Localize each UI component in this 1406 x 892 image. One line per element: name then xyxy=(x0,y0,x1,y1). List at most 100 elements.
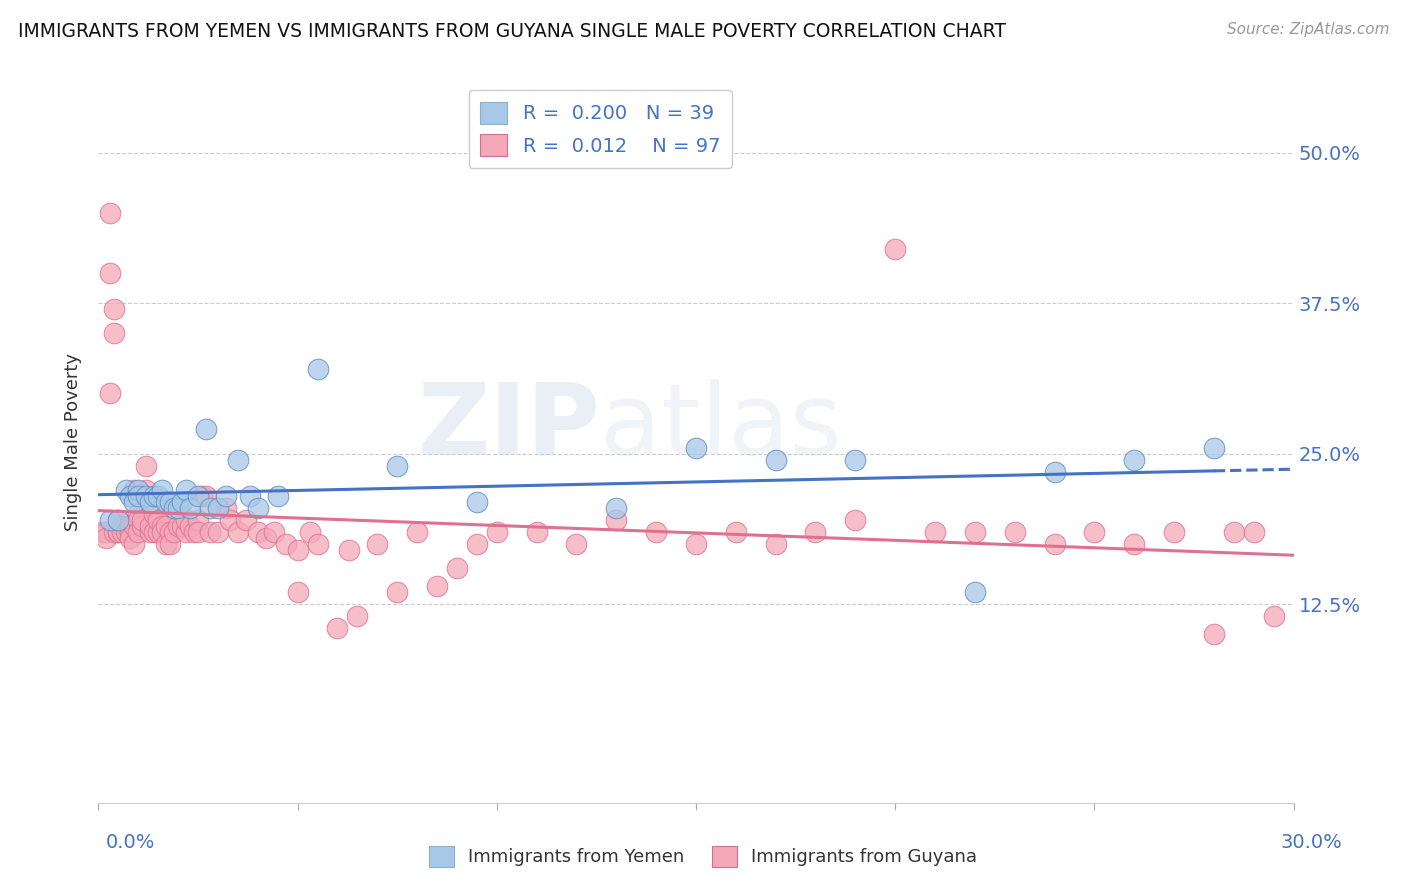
Point xyxy=(226,524,249,539)
Point xyxy=(163,500,186,515)
Point xyxy=(139,494,162,508)
Point xyxy=(135,483,157,497)
Point xyxy=(148,513,170,527)
Point xyxy=(465,494,488,508)
Point xyxy=(124,494,146,508)
Point xyxy=(107,513,129,527)
Point xyxy=(605,500,627,515)
Point xyxy=(148,524,170,539)
Point xyxy=(183,524,205,539)
Legend: Immigrants from Yemen, Immigrants from Guyana: Immigrants from Yemen, Immigrants from G… xyxy=(422,838,984,874)
Point xyxy=(287,585,309,599)
Point xyxy=(150,519,173,533)
Point xyxy=(385,585,409,599)
Point xyxy=(219,513,242,527)
Point xyxy=(1263,609,1285,624)
Point xyxy=(191,489,214,503)
Point xyxy=(274,537,297,551)
Point xyxy=(103,524,125,539)
Point xyxy=(167,519,190,533)
Point xyxy=(179,519,201,533)
Point xyxy=(143,524,166,539)
Point xyxy=(1004,524,1026,539)
Point xyxy=(385,458,409,473)
Point xyxy=(884,242,907,256)
Point xyxy=(1243,524,1265,539)
Point xyxy=(1202,441,1225,455)
Point xyxy=(107,513,129,527)
Point xyxy=(366,537,388,551)
Point xyxy=(131,513,153,527)
Point xyxy=(198,500,221,515)
Point xyxy=(765,537,787,551)
Point xyxy=(124,483,146,497)
Point xyxy=(685,537,707,551)
Point xyxy=(605,513,627,527)
Point xyxy=(187,489,209,503)
Point xyxy=(254,531,277,545)
Point xyxy=(215,489,238,503)
Point xyxy=(135,489,157,503)
Point xyxy=(159,524,181,539)
Point xyxy=(124,537,146,551)
Point xyxy=(724,524,747,539)
Point xyxy=(1163,524,1185,539)
Point xyxy=(267,489,290,503)
Point xyxy=(107,524,129,539)
Text: atlas: atlas xyxy=(600,378,842,475)
Point xyxy=(924,524,946,539)
Point xyxy=(115,483,138,497)
Point xyxy=(465,537,488,551)
Point xyxy=(963,585,986,599)
Point xyxy=(215,500,238,515)
Point xyxy=(307,537,329,551)
Point xyxy=(148,489,170,503)
Point xyxy=(139,524,162,539)
Point xyxy=(1223,524,1246,539)
Point xyxy=(159,537,181,551)
Point xyxy=(844,452,866,467)
Point xyxy=(246,524,269,539)
Point xyxy=(346,609,368,624)
Point xyxy=(307,362,329,376)
Point xyxy=(96,531,118,545)
Point xyxy=(98,266,122,280)
Point xyxy=(187,524,209,539)
Point xyxy=(143,489,166,503)
Point xyxy=(645,524,668,539)
Point xyxy=(107,524,129,539)
Point xyxy=(131,519,153,533)
Legend: R =  0.200   N = 39, R =  0.012    N = 97: R = 0.200 N = 39, R = 0.012 N = 97 xyxy=(468,90,733,168)
Point xyxy=(155,537,177,551)
Point xyxy=(103,301,125,317)
Point xyxy=(446,561,468,575)
Point xyxy=(326,621,349,635)
Point xyxy=(235,513,257,527)
Point xyxy=(187,513,209,527)
Point xyxy=(98,386,122,401)
Point xyxy=(207,500,229,515)
Point xyxy=(127,513,149,527)
Point xyxy=(174,513,197,527)
Point xyxy=(127,483,149,497)
Point xyxy=(115,524,138,539)
Text: ZIP: ZIP xyxy=(418,378,600,475)
Point xyxy=(1043,465,1066,479)
Point xyxy=(174,483,197,497)
Text: IMMIGRANTS FROM YEMEN VS IMMIGRANTS FROM GUYANA SINGLE MALE POVERTY CORRELATION : IMMIGRANTS FROM YEMEN VS IMMIGRANTS FROM… xyxy=(18,22,1007,41)
Point xyxy=(172,519,194,533)
Point xyxy=(150,483,173,497)
Point xyxy=(1123,537,1146,551)
Point xyxy=(103,326,125,341)
Point xyxy=(565,537,588,551)
Point xyxy=(1083,524,1105,539)
Text: Source: ZipAtlas.com: Source: ZipAtlas.com xyxy=(1226,22,1389,37)
Point xyxy=(127,524,149,539)
Point xyxy=(246,500,269,515)
Point xyxy=(174,524,197,539)
Point xyxy=(111,519,134,533)
Point xyxy=(298,524,321,539)
Point xyxy=(167,500,190,515)
Point xyxy=(111,524,134,539)
Point xyxy=(163,524,186,539)
